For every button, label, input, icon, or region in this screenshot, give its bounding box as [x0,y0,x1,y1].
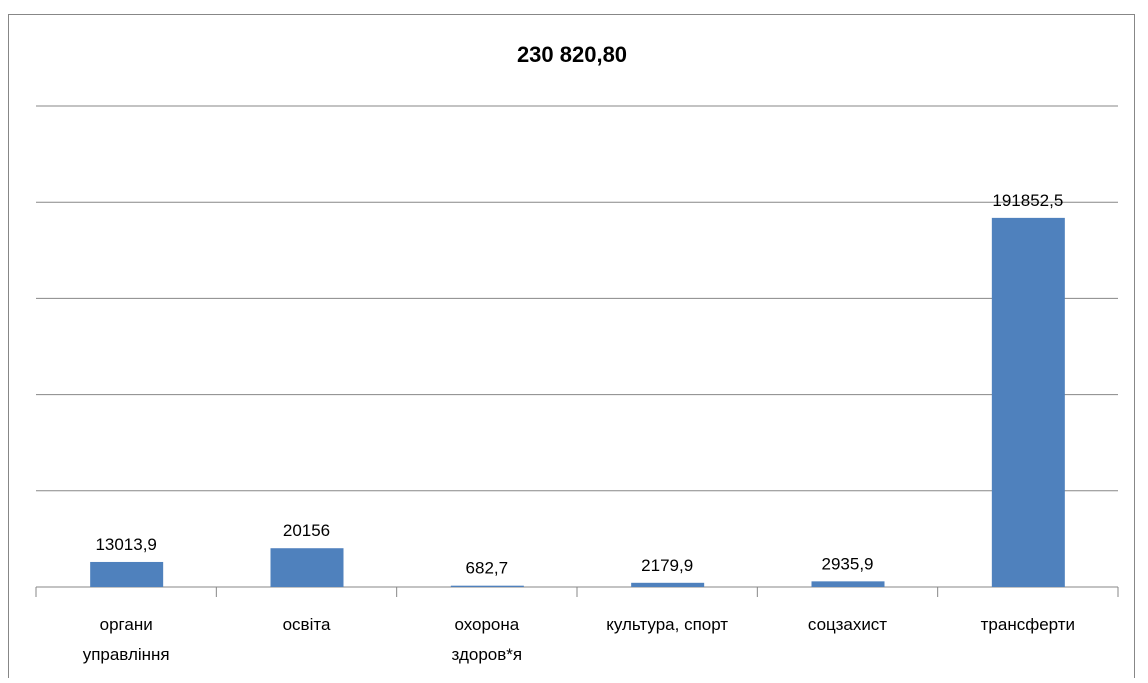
x-tick-label: охорона здоров*я [452,615,523,664]
bar [90,561,164,587]
value-label: 682,7 [466,559,509,578]
value-label: 20156 [283,521,330,540]
value-label: 13013,9 [95,535,156,554]
bar [631,582,705,587]
x-tick-label: трансферти [981,615,1075,634]
value-label: 2935,9 [822,554,874,573]
bar [450,585,524,587]
value-label: 191852,5 [992,191,1063,210]
x-tick-label: освіта [283,615,331,634]
x-tick-label: культура, спорт [606,615,728,634]
x-tick-label: органи управління [83,615,170,664]
chart-frame [8,14,1135,683]
chart-title: 230 820,80 [517,42,627,67]
value-label: 2179,9 [641,556,693,575]
bar [811,581,885,587]
x-tick-label: соцзахист [808,615,887,634]
bar [270,548,344,587]
bar [991,217,1065,587]
